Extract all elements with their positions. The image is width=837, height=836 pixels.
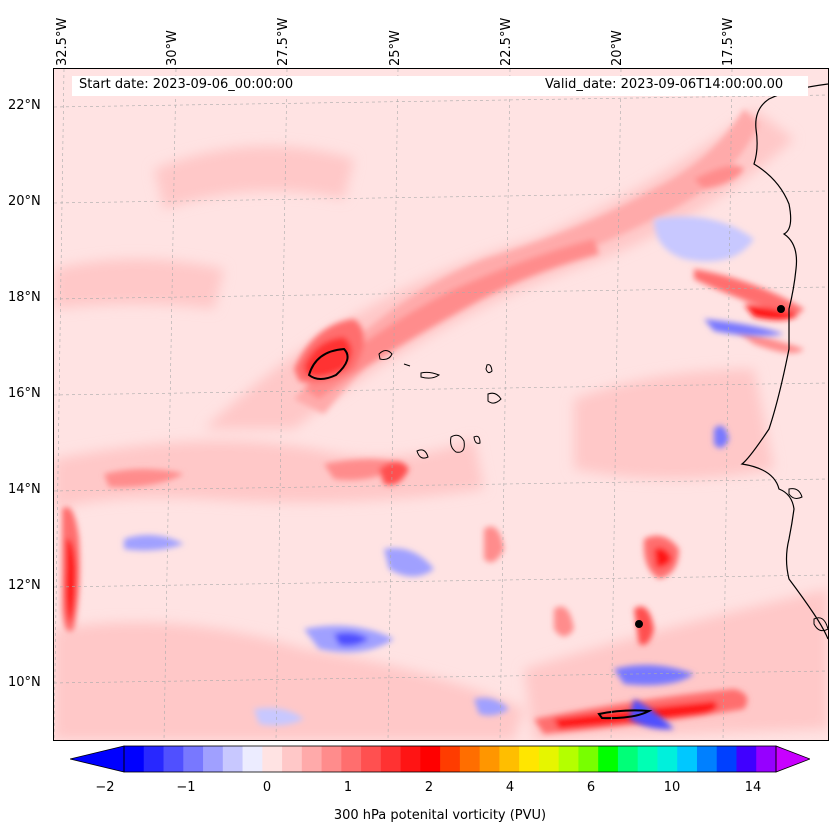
- colorbar-cell: [361, 746, 382, 772]
- colorbar-tick: 2: [424, 780, 434, 795]
- colorbar-cell: [440, 746, 461, 772]
- colorbar-frame: [123, 745, 777, 773]
- colorbar-cells: [124, 746, 777, 772]
- lat-label-12n: 12°N: [8, 578, 41, 593]
- colorbar-tick: 0: [262, 780, 272, 795]
- colorbar-tick: 6: [586, 780, 596, 795]
- colorbar-under-arrow: [70, 745, 125, 773]
- colorbar-cell: [183, 746, 204, 772]
- colorbar-cell: [400, 746, 421, 772]
- colorbar-tick: −2: [95, 780, 115, 795]
- colorbar-cell: [598, 746, 619, 772]
- colorbar-cell: [657, 746, 678, 772]
- graticule: [54, 69, 828, 740]
- colorbar-cell: [203, 746, 224, 772]
- colorbar-cell: [262, 746, 283, 772]
- colorbar-tick: 10: [663, 780, 681, 795]
- colorbar-cell: [677, 746, 698, 772]
- colorbar-cell: [538, 746, 560, 772]
- colorbar-cell: [479, 746, 500, 772]
- pv-negative-areas: [124, 216, 784, 730]
- colorbar-label: 300 hPa potenital vorticity (PVU): [333, 808, 547, 823]
- coastline: [740, 83, 828, 640]
- start-date-label: Start date: 2023-09-06_00:00:00: [79, 77, 294, 92]
- coastline-detail: [788, 488, 803, 499]
- colorbar-cell: [163, 746, 184, 772]
- colorbar: [70, 745, 810, 773]
- colorbar-cell: [282, 746, 303, 772]
- lon-label-20w: 20°W: [610, 30, 625, 66]
- colorbar-cell: [637, 746, 658, 772]
- lon-label-25w: 25°W: [388, 30, 403, 66]
- lon-label-27-5w: 27.5°W: [276, 17, 291, 66]
- colorbar-cell: [519, 746, 540, 772]
- lon-label-22-5w: 22.5°W: [499, 17, 514, 66]
- map-plot-area: [53, 68, 829, 741]
- colorbar-cell: [736, 746, 757, 772]
- pv-contour-map: [54, 69, 828, 740]
- colorbar-cell: [499, 746, 520, 772]
- lat-label-18n: 18°N: [8, 290, 41, 305]
- valid-date-label: Valid_date: 2023-09-06T14:00:00.00: [545, 77, 784, 92]
- colorbar-cell: [301, 746, 323, 772]
- colorbar-cell: [420, 746, 441, 772]
- colorbar-cell: [617, 746, 639, 772]
- lon-label-32-5w: 32.5°W: [55, 17, 70, 66]
- colorbar-tick: 4: [505, 780, 515, 795]
- colorbar-tick: −1: [176, 780, 196, 795]
- lon-label-30w: 30°W: [165, 30, 180, 66]
- colorbar-cell: [242, 746, 263, 772]
- lat-label-20n: 20°N: [8, 194, 41, 209]
- pv-tropical-streaks: [62, 459, 679, 645]
- lat-label-22n: 22°N: [8, 98, 41, 113]
- colorbar-cell: [222, 746, 244, 772]
- colorbar-cell: [341, 746, 362, 772]
- colorbar-over-arrow: [775, 745, 810, 773]
- colorbar-cell: [696, 746, 718, 772]
- lat-label-10n: 10°N: [8, 675, 41, 690]
- lat-label-14n: 14°N: [8, 482, 41, 497]
- colorbar-cell: [459, 746, 481, 772]
- colorbar-tick: 1: [343, 780, 353, 795]
- bissagos-islands: [813, 617, 828, 632]
- colorbar-cell: [124, 746, 145, 772]
- colorbar-cell: [578, 746, 599, 772]
- colorbar-cell: [380, 746, 402, 772]
- lon-label-17-5w: 17.5°W: [721, 17, 736, 66]
- cape-verde-islands: [378, 350, 502, 459]
- colorbar-cell: [143, 746, 165, 772]
- colorbar-tick: 14: [744, 780, 762, 795]
- header-info-bar: [72, 76, 808, 96]
- colorbar-cell: [756, 746, 777, 772]
- lat-label-16n: 16°N: [8, 386, 41, 401]
- colorbar-cell: [321, 746, 342, 772]
- pv-2-contours: [307, 305, 785, 720]
- colorbar-cell: [558, 746, 579, 772]
- colorbar-cell: [716, 746, 737, 772]
